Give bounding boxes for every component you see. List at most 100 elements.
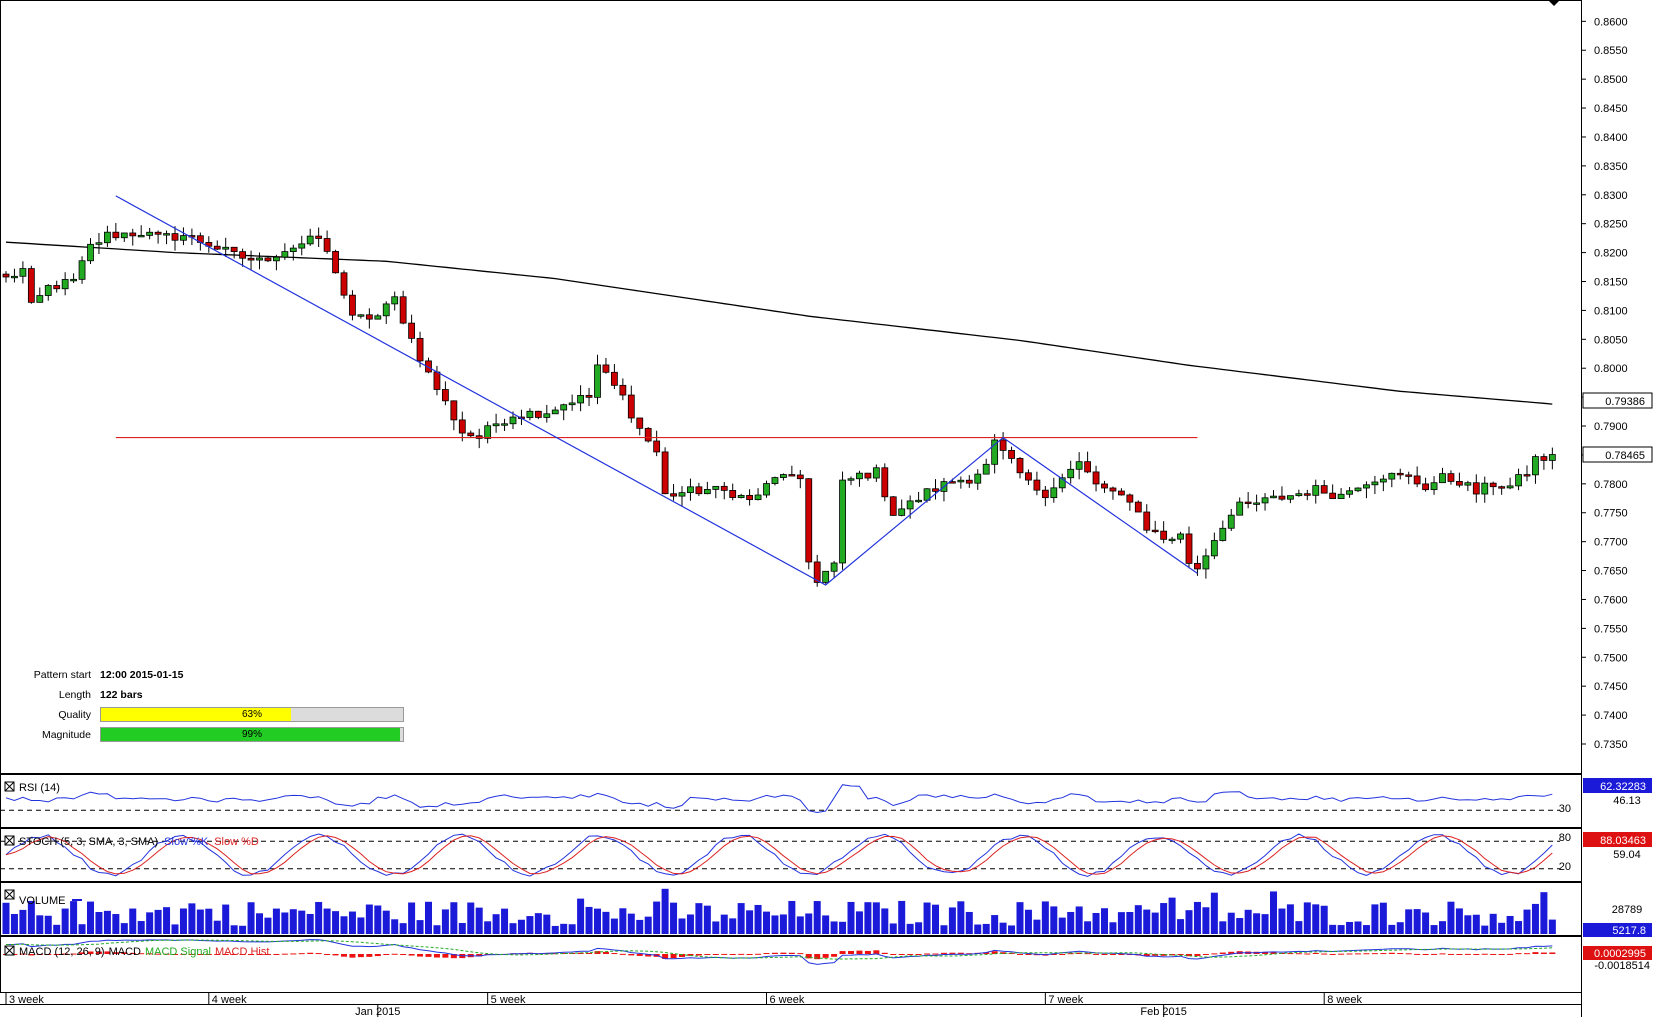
macd-hist-bar bbox=[79, 952, 86, 954]
volume-bar bbox=[1413, 909, 1421, 934]
pattern-layer bbox=[115, 195, 1198, 586]
volume-bar bbox=[965, 911, 973, 934]
candle-body bbox=[36, 295, 44, 303]
volume-bar bbox=[661, 888, 669, 934]
y-tick-label: 0.8000 bbox=[1594, 363, 1628, 375]
moving-average-line bbox=[5, 241, 1553, 405]
candle-body bbox=[796, 474, 804, 480]
macd-hist-bar bbox=[611, 953, 618, 955]
candle-body bbox=[1303, 493, 1311, 496]
volume-bar bbox=[568, 924, 576, 934]
macd-hist-bar bbox=[1000, 952, 1007, 954]
candle-body bbox=[425, 360, 432, 373]
candle-body bbox=[1084, 461, 1091, 473]
y-axis: 0.8600 0.8550 0.8500 0.8450 0.8400 0.8350 0.83… bbox=[1581, 16, 1628, 751]
volume-bar bbox=[948, 907, 956, 934]
volume-bar bbox=[754, 904, 762, 934]
macd-hist-bar bbox=[1211, 953, 1218, 955]
volume-bar bbox=[1489, 913, 1497, 934]
rsi-toggle-cross-icon bbox=[4, 781, 15, 792]
candle-body bbox=[737, 494, 745, 498]
candle-body bbox=[1041, 489, 1049, 499]
volume-bar bbox=[374, 905, 382, 934]
x-month-label: Feb 2015 bbox=[1140, 1006, 1186, 1017]
macd-hist-bar bbox=[332, 954, 339, 956]
volume-bar bbox=[1270, 891, 1277, 934]
volume-bar bbox=[332, 911, 340, 934]
candle-body bbox=[534, 410, 542, 418]
macd-hist-bar bbox=[273, 954, 280, 955]
volume-bar bbox=[534, 913, 542, 934]
macd-hist-bar bbox=[1321, 953, 1328, 955]
volume-bar bbox=[272, 908, 280, 934]
candle-body bbox=[805, 478, 813, 563]
candle-body bbox=[298, 243, 306, 249]
macd-hist-bar bbox=[205, 954, 212, 955]
pattern-start-value: 12:00 2015-01-15 bbox=[100, 669, 184, 681]
macd-hist-bar bbox=[864, 950, 871, 954]
candle-body bbox=[391, 296, 399, 305]
volume-bar bbox=[306, 913, 314, 934]
candle-body bbox=[602, 364, 610, 373]
volume-max-label: 28789 bbox=[1612, 904, 1643, 916]
volume-bar bbox=[146, 912, 154, 934]
macd-hist-bar bbox=[915, 954, 922, 955]
macd-hist-bar bbox=[442, 954, 449, 958]
candle-body bbox=[1253, 502, 1260, 505]
y-tick-label: 0.7900 bbox=[1594, 421, 1628, 433]
macd-hist-bar bbox=[636, 954, 643, 956]
volume-bar bbox=[163, 907, 171, 934]
y-tick-label: 0.8250 bbox=[1594, 219, 1628, 231]
macd-hist-bar bbox=[755, 953, 762, 955]
stoch-d-line bbox=[5, 835, 1553, 875]
macd-hist-bar bbox=[619, 953, 626, 955]
candle-body bbox=[712, 485, 720, 490]
macd-hist-bar bbox=[1540, 952, 1547, 954]
moving-average-layer bbox=[5, 241, 1553, 405]
volume-bar bbox=[247, 902, 255, 934]
macd-hist-bar bbox=[1498, 954, 1505, 955]
macd-hist-bar bbox=[95, 951, 102, 954]
volume-bar bbox=[1168, 897, 1176, 934]
volume-bar bbox=[1227, 912, 1235, 934]
volume-bar bbox=[53, 924, 61, 934]
y-tick-label: 0.8150 bbox=[1594, 276, 1628, 288]
volume-bar bbox=[256, 913, 263, 934]
y-tick-label: 0.8100 bbox=[1594, 305, 1628, 317]
candle-body bbox=[1312, 485, 1320, 496]
volume-bar bbox=[2, 902, 10, 934]
macd-hist-bar bbox=[366, 954, 373, 957]
candle-body bbox=[830, 562, 838, 572]
candle-body bbox=[137, 234, 145, 238]
candle-body bbox=[44, 285, 52, 296]
volume-bar bbox=[1362, 925, 1370, 934]
macd-hist-bar bbox=[155, 953, 162, 955]
stoch-title-line: STOCH (5, 3, SMA, 3, SMA) Slow %K Slow %D bbox=[19, 836, 259, 848]
candle-body bbox=[19, 268, 27, 277]
candle-body bbox=[1134, 501, 1142, 513]
y-tick-label: 0.7500 bbox=[1594, 652, 1628, 664]
volume-bar bbox=[729, 918, 737, 934]
macd-hist-bar bbox=[594, 951, 601, 954]
macd-hist-bar bbox=[36, 954, 43, 955]
volume-bar bbox=[10, 914, 18, 934]
y-tick-label: 0.7700 bbox=[1594, 537, 1628, 549]
macd-hist-bar bbox=[433, 954, 440, 958]
macd-hist-bar bbox=[1422, 954, 1429, 955]
candle-body bbox=[627, 394, 635, 419]
candle-body bbox=[104, 231, 111, 244]
candle-body bbox=[872, 467, 880, 479]
volume-bar bbox=[348, 911, 356, 934]
y-tick-label: 0.7350 bbox=[1594, 739, 1628, 751]
volume-bar bbox=[365, 904, 373, 934]
macd-hist-bar bbox=[1067, 953, 1074, 955]
macd-hist-bar bbox=[1380, 953, 1387, 955]
y-tick-label: 0.7550 bbox=[1594, 623, 1628, 635]
macd-hist-bar bbox=[645, 954, 652, 957]
volume-bar bbox=[475, 907, 483, 934]
chart-menu-arrow-icon[interactable] bbox=[1548, 0, 1560, 6]
volume-bar bbox=[855, 911, 863, 934]
macd-hist-bar bbox=[780, 952, 787, 954]
macd-hist-bar bbox=[839, 951, 846, 954]
macd-hist-bar bbox=[239, 954, 246, 955]
